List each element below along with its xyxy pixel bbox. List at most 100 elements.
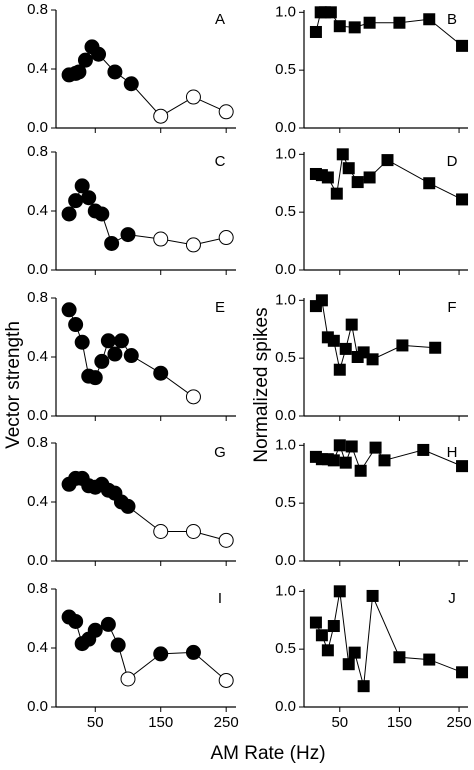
point xyxy=(218,230,234,246)
panel-label: D xyxy=(447,153,458,170)
point xyxy=(153,108,169,124)
point xyxy=(309,25,322,38)
point xyxy=(77,52,93,68)
point xyxy=(333,439,346,452)
point xyxy=(456,39,469,52)
point xyxy=(153,365,169,381)
y-tick-label: 0.5 xyxy=(275,203,296,220)
point xyxy=(351,176,364,189)
point xyxy=(321,171,334,184)
point xyxy=(123,348,139,364)
x-tick-label: 150 xyxy=(387,714,412,731)
point xyxy=(333,585,346,598)
x-tick-label: 250 xyxy=(214,714,239,731)
point xyxy=(123,76,139,92)
y-axis-label-right: Normalized spikes xyxy=(251,307,272,462)
point xyxy=(100,333,116,349)
y-tick-label: 1.0 xyxy=(275,3,296,20)
x-tick-label: 50 xyxy=(87,714,104,731)
y-tick-label: 1.0 xyxy=(275,436,296,453)
point xyxy=(456,666,469,679)
point xyxy=(113,333,129,349)
y-tick-label: 0.4 xyxy=(27,60,48,77)
y-tick-label: 0.0 xyxy=(275,698,296,715)
panel-label: C xyxy=(215,153,226,170)
point xyxy=(330,187,343,200)
point xyxy=(423,177,436,190)
point xyxy=(327,334,340,347)
panel-label: I xyxy=(218,590,222,607)
point xyxy=(363,171,376,184)
point xyxy=(68,317,84,333)
point xyxy=(87,622,103,638)
point xyxy=(327,620,340,633)
point xyxy=(153,231,169,247)
point xyxy=(218,672,234,688)
panel-label: B xyxy=(447,11,457,28)
y-axis-label-left: Vector strength xyxy=(3,321,24,449)
point xyxy=(104,235,120,251)
y-tick-label: 0.5 xyxy=(275,494,296,511)
y-tick-label: 0.4 xyxy=(27,493,48,510)
point xyxy=(81,190,97,206)
point xyxy=(321,644,334,657)
panel-label: G xyxy=(214,444,226,461)
x-tick-label: 150 xyxy=(148,714,173,731)
point xyxy=(396,339,409,352)
y-tick-label: 0.0 xyxy=(275,119,296,136)
point xyxy=(120,671,136,687)
point xyxy=(185,524,201,539)
point xyxy=(393,16,406,29)
y-tick-label: 1.0 xyxy=(275,145,296,162)
y-tick-label: 0.0 xyxy=(27,407,48,424)
point xyxy=(366,353,379,366)
point xyxy=(218,104,234,120)
point xyxy=(366,589,379,602)
panel-label: F xyxy=(447,299,456,316)
point xyxy=(369,441,382,454)
point xyxy=(348,21,361,34)
point xyxy=(110,637,126,653)
point xyxy=(153,646,169,662)
point xyxy=(357,680,370,693)
point xyxy=(120,227,136,243)
point xyxy=(87,370,103,386)
y-tick-label: 0.5 xyxy=(275,640,296,657)
point xyxy=(378,454,391,467)
point xyxy=(185,89,201,105)
x-axis-label: AM Rate (Hz) xyxy=(210,743,325,764)
point xyxy=(324,6,337,19)
point xyxy=(68,193,84,209)
x-tick-label: 50 xyxy=(331,714,348,731)
y-tick-label: 0.5 xyxy=(275,349,296,366)
y-tick-label: 1.0 xyxy=(275,291,296,308)
point xyxy=(342,658,355,671)
point xyxy=(348,646,361,659)
panel-label: H xyxy=(447,444,458,461)
point xyxy=(333,20,346,33)
y-tick-label: 0.0 xyxy=(27,261,48,278)
point xyxy=(94,206,110,222)
point xyxy=(381,154,394,167)
point xyxy=(342,162,355,175)
point xyxy=(456,193,469,206)
point xyxy=(336,148,349,161)
y-tick-label: 0.4 xyxy=(27,348,48,365)
y-tick-label: 0.8 xyxy=(27,143,48,160)
y-tick-label: 0.0 xyxy=(27,698,48,715)
point xyxy=(120,498,136,514)
y-tick-label: 1.0 xyxy=(275,582,296,599)
point xyxy=(68,613,84,629)
x-tick-label: 250 xyxy=(447,714,472,731)
point xyxy=(91,46,107,62)
y-tick-label: 0.8 xyxy=(27,1,48,18)
point xyxy=(153,524,169,539)
y-tick-label: 0.0 xyxy=(275,261,296,278)
point xyxy=(423,653,436,666)
y-tick-label: 0.4 xyxy=(27,639,48,656)
point xyxy=(333,363,346,376)
y-tick-label: 0.8 xyxy=(27,434,48,451)
point xyxy=(185,237,201,253)
point xyxy=(345,318,358,331)
